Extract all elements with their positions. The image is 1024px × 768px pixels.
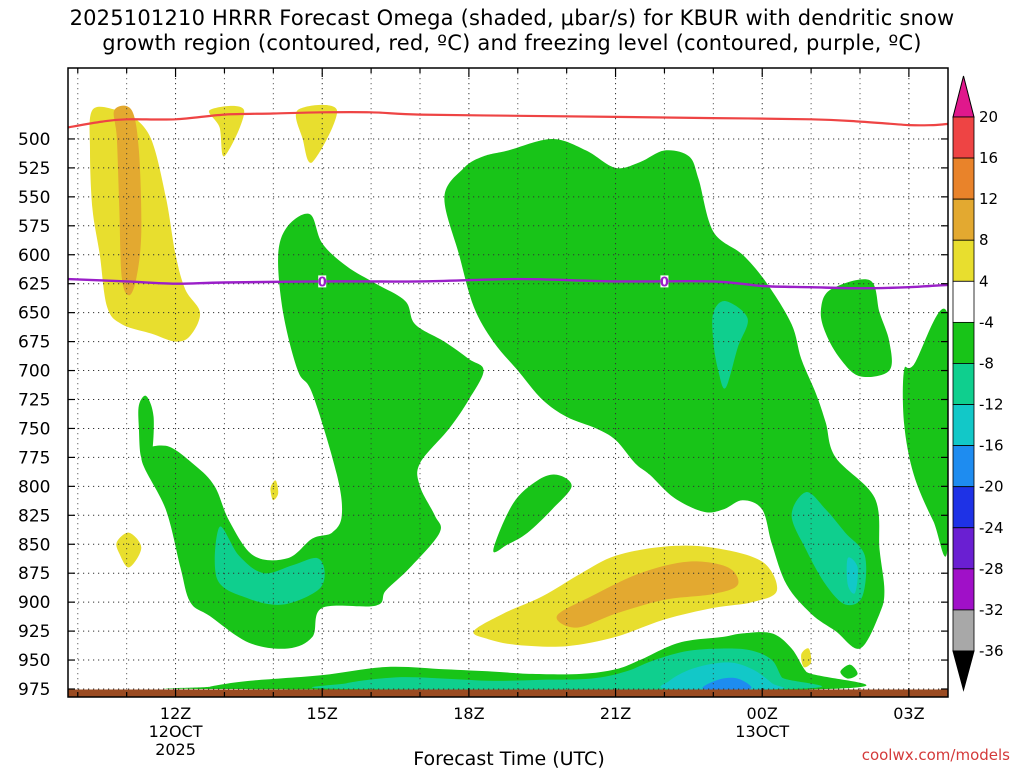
y-tick-label-850: 850 — [18, 535, 50, 555]
colorbar-label-9: -16 — [979, 437, 1004, 455]
colorbar-bin-11 — [952, 527, 975, 570]
omega-region-2 — [113, 105, 142, 296]
colorbar-label-13: -32 — [979, 601, 1004, 619]
y-tick-label-700: 700 — [18, 362, 50, 382]
omega-region-13 — [712, 300, 748, 389]
x-tick-label-21Z: 21Z — [600, 704, 631, 723]
omega-region-17 — [902, 308, 948, 557]
colorbar-label-3: 12 — [979, 190, 998, 208]
y-tick-label-600: 600 — [18, 246, 50, 266]
colorbar-bin-4 — [952, 239, 975, 282]
omega-region-11 — [214, 526, 325, 605]
colorbar-bin-3 — [952, 198, 975, 241]
colorbar-label-8: -12 — [979, 396, 1004, 414]
credit-link[interactable]: coolwx.com/models — [861, 746, 1010, 764]
x-tick-label-03Z: 03Z — [893, 704, 924, 723]
axes: 500 525 550 575 600 625 650 675 700 725 750 775 800 8… — [18, 67, 949, 759]
freezing-label-bg-2 — [660, 275, 669, 288]
omega-region-3 — [208, 105, 245, 157]
colorbar-bin-1 — [952, 116, 975, 159]
x-tick-year-12Z: 2025 — [155, 740, 196, 759]
y-tick-label-500: 500 — [18, 130, 50, 150]
colorbar-label-1: 20 — [979, 108, 998, 126]
omega-region-23 — [702, 677, 752, 691]
colorbar-bin-12 — [952, 568, 975, 611]
omega-shading — [68, 104, 948, 697]
omega-region-24 — [840, 664, 858, 679]
y-tick-label-925: 925 — [18, 622, 50, 642]
freezing-level-label-1: 0 — [318, 275, 327, 290]
colorbar-bin-6 — [952, 321, 975, 364]
colorbar-bin-2 — [952, 157, 975, 200]
omega-region-5 — [116, 532, 142, 568]
colorbar-bin-5 — [952, 280, 975, 323]
omega-region-4 — [295, 104, 338, 163]
chart-title: 2025101210 HRRR Forecast Omega (shaded, … — [69, 6, 955, 55]
omega-region-8 — [556, 561, 739, 628]
y-tick-label-575: 575 — [18, 217, 50, 237]
omega-region-16 — [820, 279, 892, 378]
colorbar-label-7: -8 — [979, 354, 994, 372]
x-tick-date-12Z: 12OCT — [149, 722, 203, 741]
omega-region-18 — [493, 474, 572, 553]
y-tick-label-625: 625 — [18, 275, 50, 295]
colorbar-label-14: -36 — [979, 642, 1004, 660]
y-tick-label-900: 900 — [18, 593, 50, 613]
colorbar-under-triangle — [952, 650, 975, 692]
freezing-label-bg-1 — [318, 275, 327, 288]
colorbar-bin-8 — [952, 404, 975, 447]
y-tick-label-750: 750 — [18, 419, 50, 439]
y-tick-label-800: 800 — [18, 477, 50, 497]
x-tick-label-00Z: 00Z — [747, 704, 778, 723]
omega-region-15 — [846, 557, 858, 594]
omega-region-9 — [801, 648, 812, 668]
x-axis-title: Forecast Time (UTC) — [413, 748, 604, 768]
x-tick-label-12Z: 12Z — [160, 704, 191, 723]
colorbar-label-4: 8 — [979, 231, 989, 249]
y-tick-label-950: 950 — [18, 651, 50, 671]
gridlines — [68, 68, 948, 697]
y-tick-label-875: 875 — [18, 564, 50, 584]
omega-region-6 — [270, 480, 279, 501]
x-tick-label-18Z: 18Z — [453, 704, 484, 723]
colorbar-label-5: 4 — [979, 272, 989, 290]
y-tick-label-550: 550 — [18, 188, 50, 208]
colorbar-bin-13 — [952, 609, 975, 652]
colorbar-over-triangle — [952, 75, 975, 118]
freezing-level-label-2: 0 — [660, 275, 669, 290]
plot-frame — [67, 67, 949, 698]
omega-region-22 — [660, 662, 785, 690]
colorbar-bin-7 — [952, 363, 975, 405]
colorbar-label-6: -4 — [979, 313, 994, 331]
colorbar-bin-9 — [952, 445, 975, 488]
y-tick-label-650: 650 — [18, 304, 50, 324]
colorbar-label-12: -28 — [979, 560, 1004, 578]
y-tick-label-675: 675 — [18, 333, 50, 353]
colorbar: 20 16 12 8 4 -4 -8 -12 -16 -20 -24 -28 -32 -36 — [952, 75, 1004, 692]
colorbar-bin-10 — [952, 486, 975, 529]
y-tick-label-975: 975 — [18, 680, 50, 700]
y-tick-label-725: 725 — [18, 391, 50, 411]
colorbar-label-2: 16 — [979, 149, 998, 167]
y-tick-label-775: 775 — [18, 448, 50, 468]
ground-strip — [68, 689, 948, 697]
x-tick-date-00Z: 13OCT — [735, 722, 789, 741]
x-tick-label-15Z: 15Z — [307, 704, 338, 723]
omega-region-1 — [89, 106, 201, 342]
colorbar-label-11: -24 — [979, 519, 1004, 537]
colorbar-label-10: -20 — [979, 478, 1004, 496]
y-tick-label-525: 525 — [18, 159, 50, 179]
freezing-level-contour — [68, 277, 948, 290]
y-tick-label-825: 825 — [18, 506, 50, 526]
omega-region-19 — [138, 395, 154, 462]
dgz-contour — [68, 110, 948, 129]
